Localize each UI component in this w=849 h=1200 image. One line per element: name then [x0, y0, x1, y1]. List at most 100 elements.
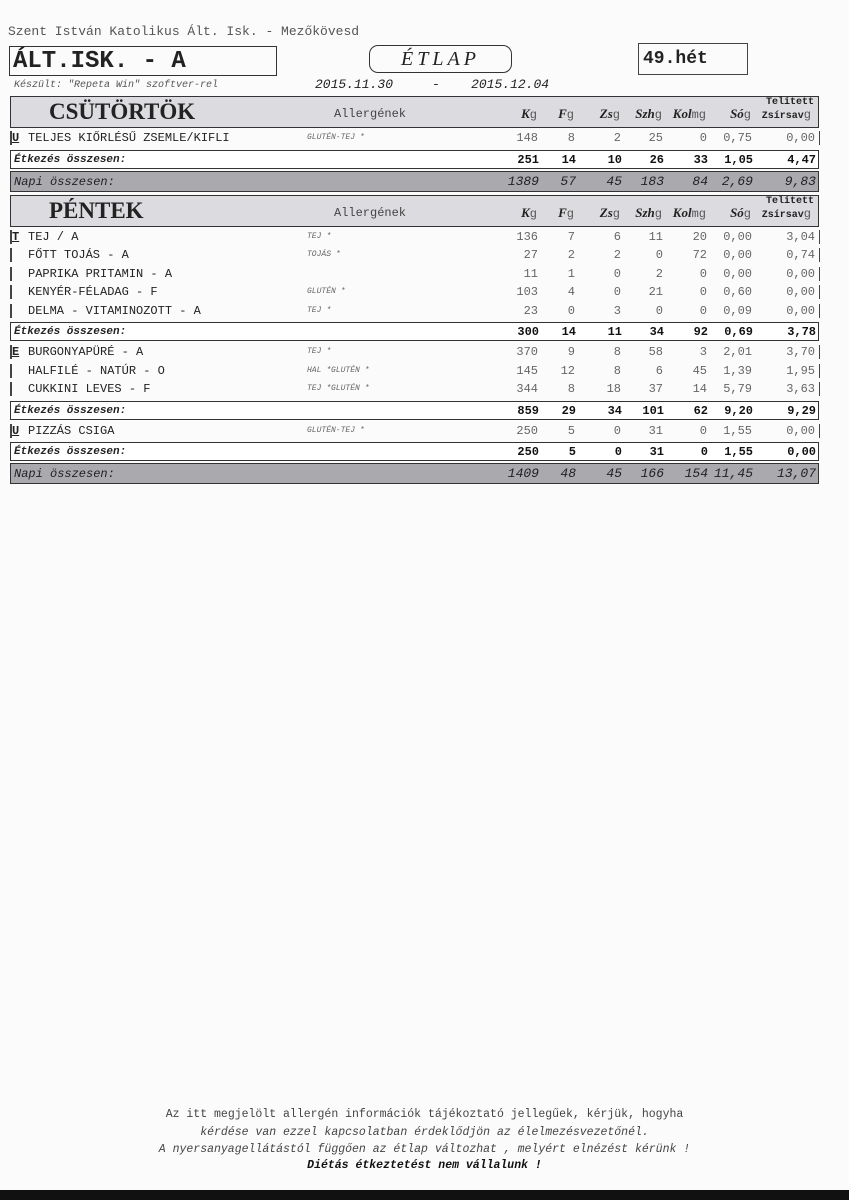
column-header: Szhg	[635, 106, 662, 122]
value-cell: 0	[699, 131, 707, 145]
value-cell: 101	[642, 403, 664, 418]
value-cell: 3	[699, 345, 707, 359]
value-cell: 9,29	[787, 403, 816, 418]
value-cell: 62	[693, 403, 708, 418]
item-name: TEJ / A	[28, 229, 79, 244]
row-marker	[10, 363, 12, 378]
value-cell: 183	[640, 173, 664, 189]
item-name: CUKKINI LEVES - F	[28, 382, 151, 396]
row-marker-right	[818, 382, 820, 396]
value-cell: 0,00	[786, 131, 815, 145]
value-cell: 2	[655, 266, 663, 281]
column-unit: g	[803, 206, 811, 221]
column-name: Zs	[599, 204, 613, 220]
value-cell: 1389	[507, 173, 539, 189]
day-name: PÉNTEK	[49, 197, 144, 223]
value-cell: 10	[607, 152, 622, 167]
column-unit: g	[529, 108, 537, 122]
value-cell: 45	[606, 466, 622, 481]
value-cell: 72	[692, 248, 707, 262]
value-cell: 3,70	[786, 345, 815, 359]
scan-edge	[0, 1190, 849, 1200]
value-cell: 148	[516, 131, 538, 145]
value-cell: 0	[567, 303, 575, 318]
item-allergens: TEJ *	[307, 305, 332, 315]
menu-item-row: PAPRIKA PRITAMIN - A 11 1 0 2 0 0,00 0,00	[10, 265, 820, 283]
meal-total-row: Étkezés összesen: 250 5 0 31 0 1,55 0,00	[10, 442, 819, 461]
value-cell: 31	[649, 445, 664, 459]
value-cell: 1,55	[724, 445, 753, 459]
column-name: Szh	[635, 204, 655, 220]
meal-total-row: Étkezés összesen: 859 29 34 101 62 9,20 9,29	[10, 400, 819, 420]
value-cell: 5,79	[723, 382, 752, 396]
value-cell: 14	[561, 152, 576, 167]
value-cell: 0	[614, 445, 622, 459]
value-cell: 0,74	[786, 248, 815, 262]
column-name: F	[558, 204, 567, 220]
daily-total-row: Napi összesen: 1409 48 45 166 154 11,45 13,07	[10, 463, 819, 484]
footer-line-2: kérdése van ezzel kapcsolatban érdeklődj…	[200, 1126, 649, 1139]
row-marker	[10, 248, 12, 262]
item-allergens: GLUTÉN-TEJ *	[307, 133, 365, 142]
column-unit: g	[566, 206, 574, 221]
value-cell: 20	[692, 229, 707, 244]
value-cell: 7	[567, 229, 575, 244]
date-to: 2015.12.04	[471, 77, 550, 92]
value-cell: 8	[613, 363, 621, 378]
column-header: Sóg	[730, 205, 751, 221]
day-header: PÉNTEK Allergének Telített Kg Fg Zsg Szhg Kolmg…	[10, 194, 819, 227]
value-cell: 27	[523, 248, 538, 262]
item-allergens: TOJÁS *	[307, 250, 341, 259]
column-header: Zsírsavg	[762, 108, 811, 122]
value-cell: 0	[613, 423, 621, 438]
value-cell: 29	[561, 403, 576, 418]
row-marker	[10, 303, 12, 318]
column-unit: mg	[691, 206, 706, 221]
row-marker-right	[818, 131, 820, 145]
column-header: Fg	[558, 205, 574, 221]
value-cell: 4,47	[787, 152, 816, 167]
value-cell: 250	[517, 445, 539, 459]
column-header: Kg	[521, 106, 537, 122]
item-allergens: TEJ *	[307, 347, 332, 356]
item-name: DELMA - VITAMINOZOTT - A	[28, 303, 201, 318]
value-cell: 6	[613, 229, 621, 244]
value-cell: 2,69	[721, 173, 753, 189]
item-allergens: GLUTÉN *	[307, 287, 346, 296]
column-name: Zsírsav	[761, 209, 804, 221]
week-number: 49.hét	[638, 43, 748, 75]
value-cell: 0,00	[786, 423, 815, 438]
menu-item-row: CUKKINI LEVES - F TEJ *GLUTÉN * 344 8 18 37 14…	[10, 380, 820, 398]
value-cell: 1,05	[724, 152, 753, 167]
column-name: Zsírsav	[761, 111, 804, 122]
value-cell: 14	[561, 325, 576, 339]
date-separator: -	[432, 77, 440, 92]
row-marker	[10, 345, 12, 359]
value-cell: 18	[606, 382, 621, 396]
value-cell: 0	[699, 266, 707, 281]
value-cell: 0,75	[723, 131, 752, 145]
column-unit: mg	[691, 108, 706, 122]
column-unit: g	[654, 108, 662, 122]
value-cell: 23	[523, 303, 538, 318]
menu-item-row: T TEJ / A TEJ * 136 7 6 11 20 0,00 3,04	[10, 228, 820, 246]
value-cell: 8	[567, 382, 575, 396]
value-cell: 25	[648, 131, 663, 145]
column-unit: g	[529, 206, 537, 221]
value-cell: 57	[560, 173, 576, 189]
value-cell: 0,00	[786, 285, 815, 299]
unit-name: ÁLT.ISK. - A	[9, 46, 277, 76]
value-cell: 6	[655, 363, 663, 378]
value-cell: 0,00	[723, 229, 752, 244]
value-cell: 0,00	[786, 303, 815, 318]
row-marker-right	[818, 423, 820, 438]
value-cell: 0,00	[786, 266, 815, 281]
column-name: Kol	[672, 106, 692, 121]
meal-total-label: Étkezés összesen:	[14, 446, 127, 458]
value-cell: 1409	[507, 466, 539, 481]
value-cell: 136	[516, 229, 538, 244]
value-cell: 2	[613, 131, 621, 145]
item-name: BURGONYAPÜRÉ - A	[28, 345, 144, 359]
value-cell: 0	[699, 285, 707, 299]
column-unit: g	[654, 206, 662, 221]
